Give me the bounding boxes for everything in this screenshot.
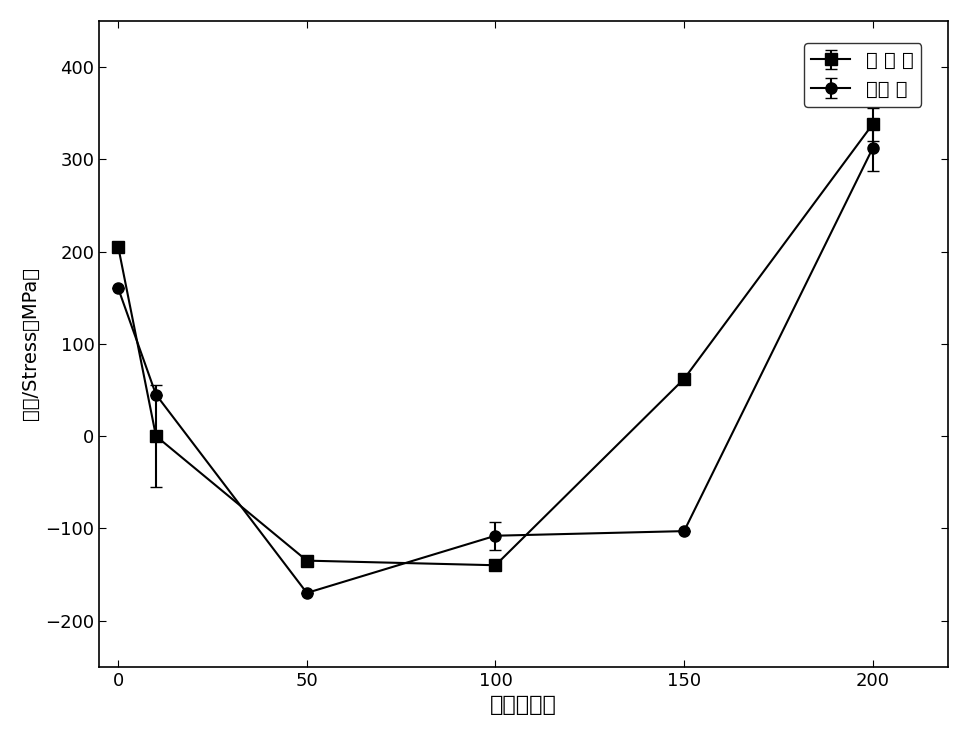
Legend: 中 心 点, 边缘 点: 中 心 点, 边缘 点: [803, 43, 922, 107]
X-axis label: 热循环次数: 热循环次数: [490, 696, 557, 715]
Y-axis label: 应力/Stress（MPa）: 应力/Stress（MPa）: [20, 267, 40, 420]
